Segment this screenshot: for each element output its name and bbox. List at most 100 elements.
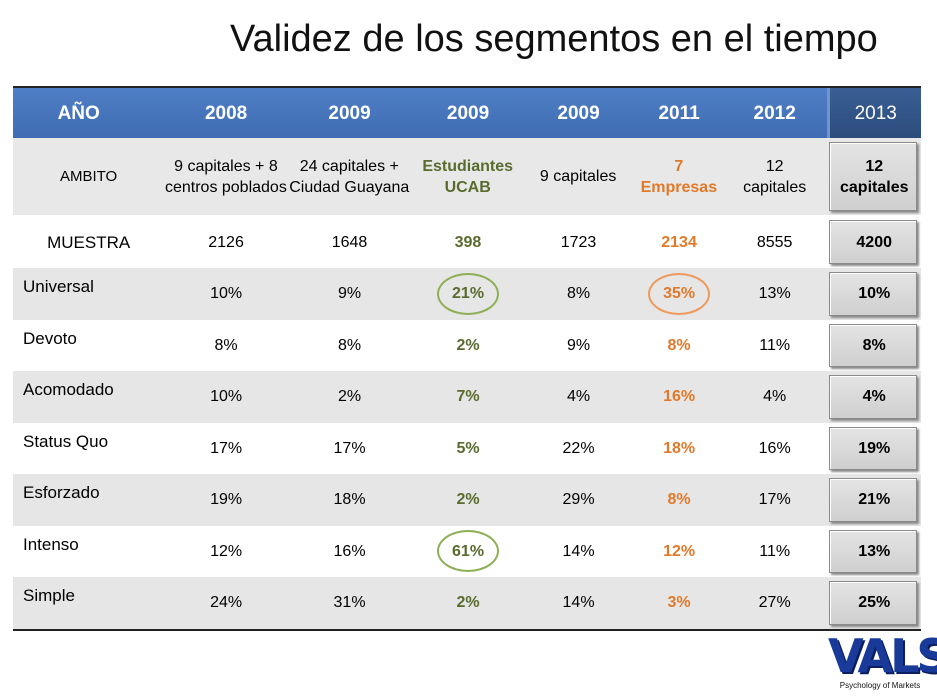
- row-label: AMBITO: [59, 168, 118, 185]
- table-cell: 13%: [726, 268, 824, 320]
- cell-text: 24%: [210, 594, 243, 612]
- table-cell: 16%: [288, 526, 411, 578]
- table-cell-2013: 4%: [827, 371, 921, 423]
- cell-text: 14%: [562, 542, 595, 560]
- header-cell: 2011: [658, 102, 700, 124]
- cell-text: 17%: [758, 491, 791, 509]
- header-cell: 2008: [204, 102, 248, 124]
- cell-text: 8%: [667, 336, 691, 354]
- header-cell: 2009: [557, 102, 600, 124]
- cell-text: 10%: [210, 285, 243, 303]
- cell-text: 8%: [214, 336, 238, 354]
- page-title: Validez de los segmentos en el tiempo: [230, 18, 878, 60]
- highlight-circle: [437, 272, 500, 315]
- table-cell: 1723: [560, 233, 597, 251]
- cell-text: 2%: [456, 336, 480, 354]
- cell-text: 11%: [759, 542, 791, 560]
- cell-text: 27%: [758, 594, 791, 612]
- table-cell: 17%: [726, 474, 824, 526]
- table-cell: Estudiantes UCAB: [422, 157, 514, 196]
- muestra-row: MUESTRA 2126 1648 398 1723 2134 8555 420…: [13, 216, 921, 268]
- table-cell: 2%: [411, 474, 525, 526]
- cell-text: 10%: [210, 388, 243, 406]
- table-cell: 11%: [726, 526, 824, 578]
- cell-text: 13%: [758, 285, 791, 303]
- cell-text: 8%: [337, 336, 362, 354]
- table-cell: 2%: [411, 577, 525, 629]
- highlight-box: [829, 272, 918, 316]
- cell-text: 2%: [456, 594, 480, 612]
- table-cell: 12 capitales: [743, 157, 807, 196]
- cell-text: 17%: [333, 439, 366, 457]
- cell-text: 2%: [456, 491, 480, 509]
- table-cell: 31%: [288, 577, 411, 629]
- cell-text: 12%: [663, 542, 696, 560]
- segment-label: Intenso: [23, 534, 79, 554]
- highlight-box: [829, 142, 917, 211]
- table-cell: 12%: [632, 526, 726, 578]
- cell-text: 17%: [210, 439, 243, 457]
- header-cell: 2009: [328, 102, 371, 124]
- header-cell-2013: 2013: [827, 88, 922, 138]
- cell-text: 8%: [667, 491, 691, 509]
- segment-row: Status Quo 17% 17% 5% 22% 18% 16% 19%: [13, 422, 921, 475]
- cell-text: 10%: [858, 285, 891, 303]
- highlight-box: [829, 426, 918, 470]
- table-cell: 8%: [525, 268, 633, 320]
- cell-text: 4200: [856, 233, 892, 251]
- cell-text: 3%: [667, 594, 691, 612]
- cell-text: 8%: [566, 285, 591, 303]
- cell-text: 7%: [456, 388, 480, 406]
- table-cell-2013: 8%: [827, 320, 921, 372]
- table-cell: 16%: [632, 371, 726, 423]
- ambito-row: AMBITO 9 capitales + 8 centros poblados …: [13, 138, 921, 216]
- table-cell-2013: 10%: [827, 268, 921, 320]
- table-cell: 27%: [726, 577, 824, 629]
- segment-label: Acomodado: [23, 380, 114, 399]
- table-cell: 10%: [164, 371, 287, 423]
- table-cell: 17%: [288, 423, 411, 475]
- segment-label: Status Quo: [23, 431, 109, 451]
- cell-text: 4%: [862, 388, 886, 406]
- table-cell: 5%: [411, 423, 525, 475]
- table-cell: 3%: [632, 577, 726, 629]
- table-cell: 35%: [632, 268, 726, 320]
- cell-text: 19%: [858, 439, 891, 457]
- table-cell: 2%: [411, 320, 525, 372]
- cell-text: 2%: [337, 388, 362, 406]
- table-cell: 9%: [288, 268, 411, 320]
- highlight-box: [829, 581, 918, 625]
- table-cell: 14%: [525, 577, 633, 629]
- highlight-box: [829, 375, 918, 419]
- cell-text: 18%: [663, 439, 696, 457]
- header-cell: 2012: [753, 102, 796, 124]
- table-cell-2013: 12 capitales: [827, 138, 921, 215]
- table-cell: 19%: [164, 474, 287, 526]
- table-cell: 1648: [331, 233, 368, 251]
- table-cell: 2134: [661, 233, 697, 251]
- table-cell: 11%: [726, 320, 824, 372]
- cell-text: 21%: [858, 491, 891, 509]
- table-cell: 14%: [525, 526, 633, 578]
- cell-text: 14%: [562, 594, 595, 612]
- table-cell: 18%: [288, 474, 411, 526]
- cell-text: 12 capitales: [840, 157, 909, 196]
- table-cell: 8%: [164, 320, 287, 372]
- cell-text: 12%: [210, 542, 243, 560]
- cell-text: 13%: [858, 542, 891, 560]
- row-label: MUESTRA: [47, 232, 131, 252]
- table-cell-2013: 4200: [827, 216, 921, 268]
- table-cell-2013: 25%: [827, 577, 921, 629]
- segments-table: AÑO 2008 2009 2009 2009 2011 2012 2013 A…: [13, 86, 922, 631]
- cell-text: 16%: [758, 439, 791, 457]
- table-cell: 4%: [726, 371, 824, 423]
- segment-row: Simple 24% 31% 2% 14% 3% 27% 25%: [13, 577, 921, 629]
- highlight-box: [829, 478, 918, 522]
- highlight-box: [829, 529, 918, 573]
- table-cell: 2126: [208, 233, 244, 251]
- table-cell: 7%: [411, 371, 525, 423]
- table-cell: 16%: [726, 423, 824, 475]
- table-cell: 8555: [756, 233, 793, 251]
- table-cell: 398: [454, 233, 482, 251]
- table-cell: 2%: [288, 371, 411, 423]
